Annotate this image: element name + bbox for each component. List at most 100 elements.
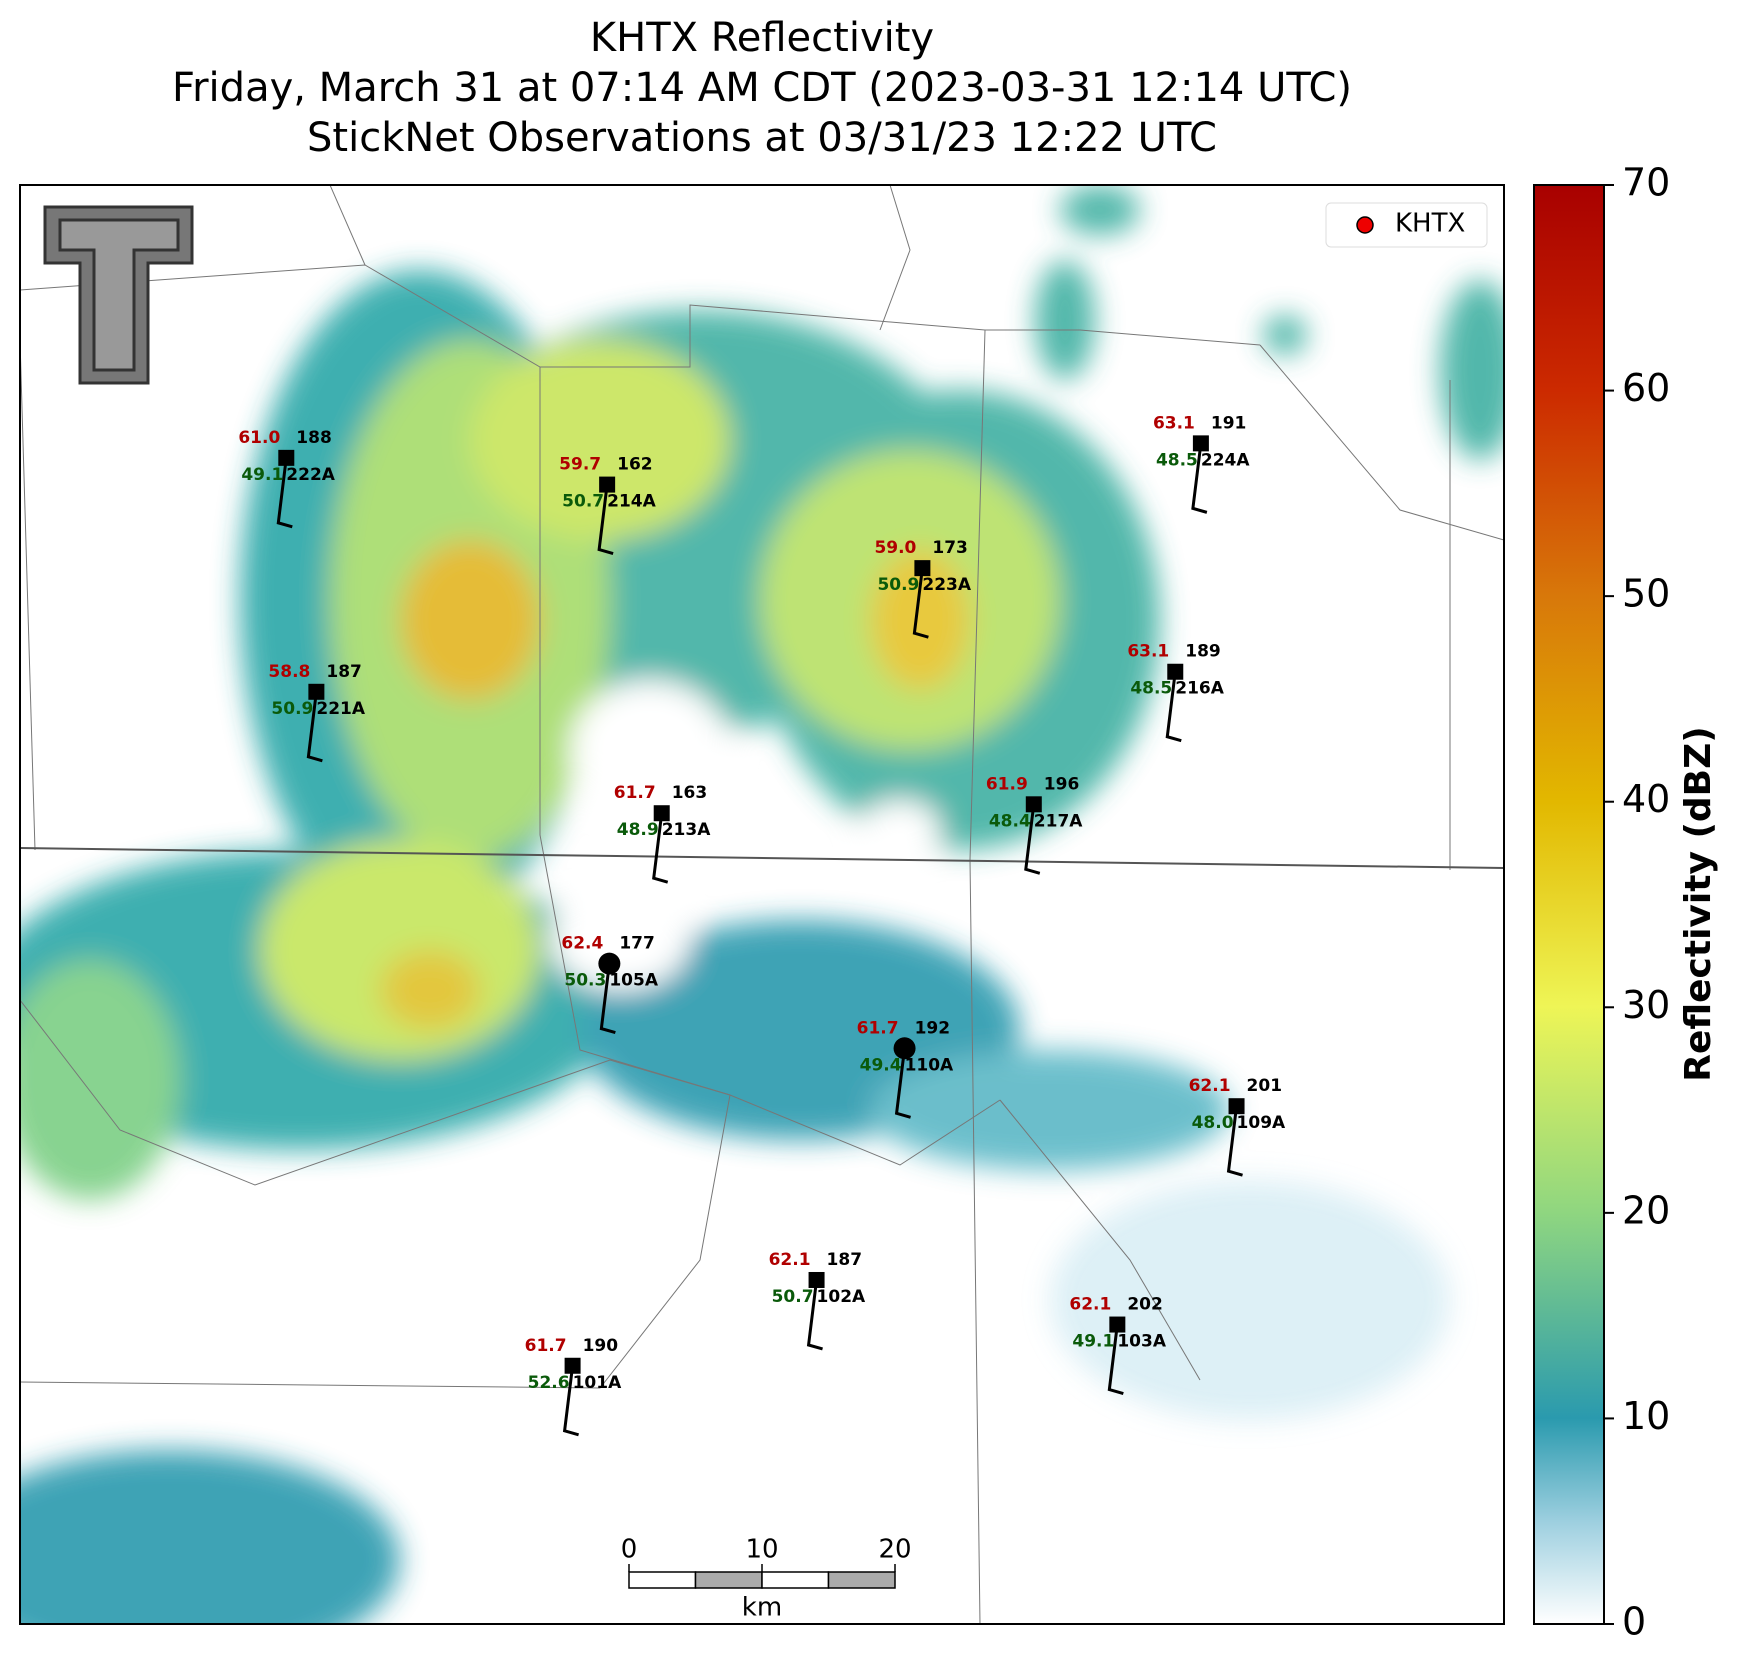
scale-segment bbox=[827, 1571, 896, 1589]
temperature: 62.1 bbox=[769, 1250, 811, 1270]
station-id: 224A bbox=[1201, 450, 1250, 470]
wind-barb bbox=[1024, 804, 1041, 875]
colorbar-tick-label: 0 bbox=[1622, 1600, 1646, 1644]
legend: KHTX bbox=[1325, 202, 1488, 248]
dewpoint: 48.0 bbox=[1192, 1113, 1234, 1133]
temperature: 62.1 bbox=[1069, 1295, 1111, 1315]
station-id: 217A bbox=[1034, 811, 1083, 831]
dewpoint: 50.3 bbox=[564, 971, 606, 991]
station-id: 222A bbox=[286, 465, 335, 485]
temperature: 59.0 bbox=[874, 538, 916, 558]
station-value: 163 bbox=[672, 783, 708, 803]
dewpoint: 48.5 bbox=[1156, 450, 1198, 470]
station: 59.7 162 50.7 214A bbox=[559, 455, 657, 556]
temperature: 63.1 bbox=[1153, 413, 1195, 433]
wind-barb bbox=[652, 813, 669, 884]
dewpoint: 48.4 bbox=[989, 811, 1031, 831]
wind-barb bbox=[597, 484, 614, 556]
temperature: 62.1 bbox=[1189, 1076, 1231, 1096]
station-marker bbox=[1025, 796, 1042, 813]
scale-tick-label: 10 bbox=[745, 1535, 778, 1565]
station: 58.8 187 50.9 221A bbox=[268, 662, 366, 763]
wind-barb bbox=[1107, 1324, 1124, 1395]
logo bbox=[43, 205, 194, 385]
station-marker bbox=[893, 1037, 916, 1060]
station-value: 187 bbox=[326, 662, 362, 682]
station-value: 202 bbox=[1127, 1295, 1163, 1315]
state-border bbox=[19, 847, 1505, 869]
station-value: 189 bbox=[1185, 642, 1221, 662]
dewpoint: 49.4 bbox=[860, 1055, 902, 1075]
title-line: StickNet Observations at 03/31/23 12:22 … bbox=[307, 115, 1217, 161]
station: 63.1 189 48.5 216A bbox=[1127, 642, 1225, 743]
scale-tick-label: 20 bbox=[878, 1535, 911, 1565]
station-id: 102A bbox=[817, 1287, 866, 1307]
station-id: 105A bbox=[609, 971, 658, 991]
station: 63.1 191 48.5 224A bbox=[1153, 413, 1250, 514]
temperature: 61.7 bbox=[525, 1336, 567, 1356]
wind-barb bbox=[599, 963, 616, 1035]
dewpoint: 48.9 bbox=[617, 820, 659, 840]
station-id: 221A bbox=[316, 699, 365, 719]
station: 61.0 188 49.1 222A bbox=[238, 428, 336, 529]
station-id: 223A bbox=[922, 575, 971, 595]
colorbar-tick-label: 10 bbox=[1622, 1394, 1670, 1438]
temperature: 61.7 bbox=[857, 1018, 899, 1038]
wind-barb bbox=[912, 567, 929, 639]
temperature: 59.7 bbox=[559, 455, 601, 475]
colorbar-ticks: 0 10 20 30 40 50 60 70 bbox=[1604, 161, 1670, 1644]
dewpoint: 49.1 bbox=[1072, 1332, 1114, 1352]
station-id: 110A bbox=[905, 1055, 954, 1075]
dewpoint: 50.7 bbox=[772, 1287, 814, 1307]
station-value: 190 bbox=[583, 1336, 619, 1356]
colorbar-tick-label: 60 bbox=[1622, 366, 1670, 410]
station-marker bbox=[653, 805, 670, 822]
legend-label: KHTX bbox=[1395, 209, 1465, 239]
wind-barb bbox=[1226, 1106, 1243, 1177]
station-marker bbox=[1228, 1098, 1245, 1115]
station-marker bbox=[914, 560, 931, 577]
station-id: 214A bbox=[607, 492, 656, 512]
colorbar-tick-label: 40 bbox=[1622, 777, 1670, 821]
scale-bar: 0 10 20 km bbox=[621, 1535, 912, 1623]
wind-barb bbox=[1191, 443, 1208, 514]
station-marker bbox=[1109, 1316, 1126, 1333]
map-frame bbox=[19, 184, 1505, 1625]
colorbar-tick-label: 30 bbox=[1622, 983, 1670, 1027]
station: 61.7 190 52.6 101A bbox=[525, 1336, 622, 1437]
wind-barb bbox=[1165, 671, 1182, 743]
scale-segment bbox=[694, 1571, 763, 1589]
wind-barb bbox=[306, 691, 323, 763]
temperature: 61.7 bbox=[614, 783, 656, 803]
station-marker bbox=[599, 476, 616, 493]
legend-box bbox=[1325, 202, 1488, 248]
station-value: 192 bbox=[915, 1018, 951, 1038]
station-value: 177 bbox=[619, 934, 655, 954]
station-marker bbox=[564, 1357, 581, 1374]
scale-segment bbox=[761, 1571, 830, 1589]
dewpoint: 48.5 bbox=[1130, 679, 1172, 699]
station-marker bbox=[598, 952, 621, 975]
station-marker bbox=[278, 449, 295, 466]
colorbar bbox=[1533, 184, 1605, 1625]
station: 62.1 187 50.7 102A bbox=[769, 1250, 866, 1351]
station-value: 187 bbox=[827, 1250, 863, 1270]
title-line: KHTX Reflectivity bbox=[590, 15, 934, 61]
colorbar-tick-label: 50 bbox=[1622, 572, 1670, 616]
station-marker bbox=[308, 683, 325, 700]
colorbar-tick-label: 70 bbox=[1622, 161, 1670, 205]
scale-segment bbox=[628, 1571, 697, 1589]
station-id: 101A bbox=[573, 1373, 622, 1393]
dewpoint: 49.1 bbox=[241, 465, 283, 485]
dewpoint: 52.6 bbox=[528, 1373, 570, 1393]
station: 62.4 177 50.3 105A bbox=[561, 934, 659, 1035]
dewpoint: 50.9 bbox=[271, 699, 313, 719]
title-line: Friday, March 31 at 07:14 AM CDT (2023-0… bbox=[172, 65, 1352, 111]
temperature: 62.4 bbox=[561, 934, 603, 954]
scale-tick-label: 0 bbox=[621, 1535, 638, 1565]
station-value: 196 bbox=[1044, 774, 1080, 794]
wind-barb bbox=[894, 1048, 911, 1119]
temperature: 58.8 bbox=[268, 662, 310, 682]
